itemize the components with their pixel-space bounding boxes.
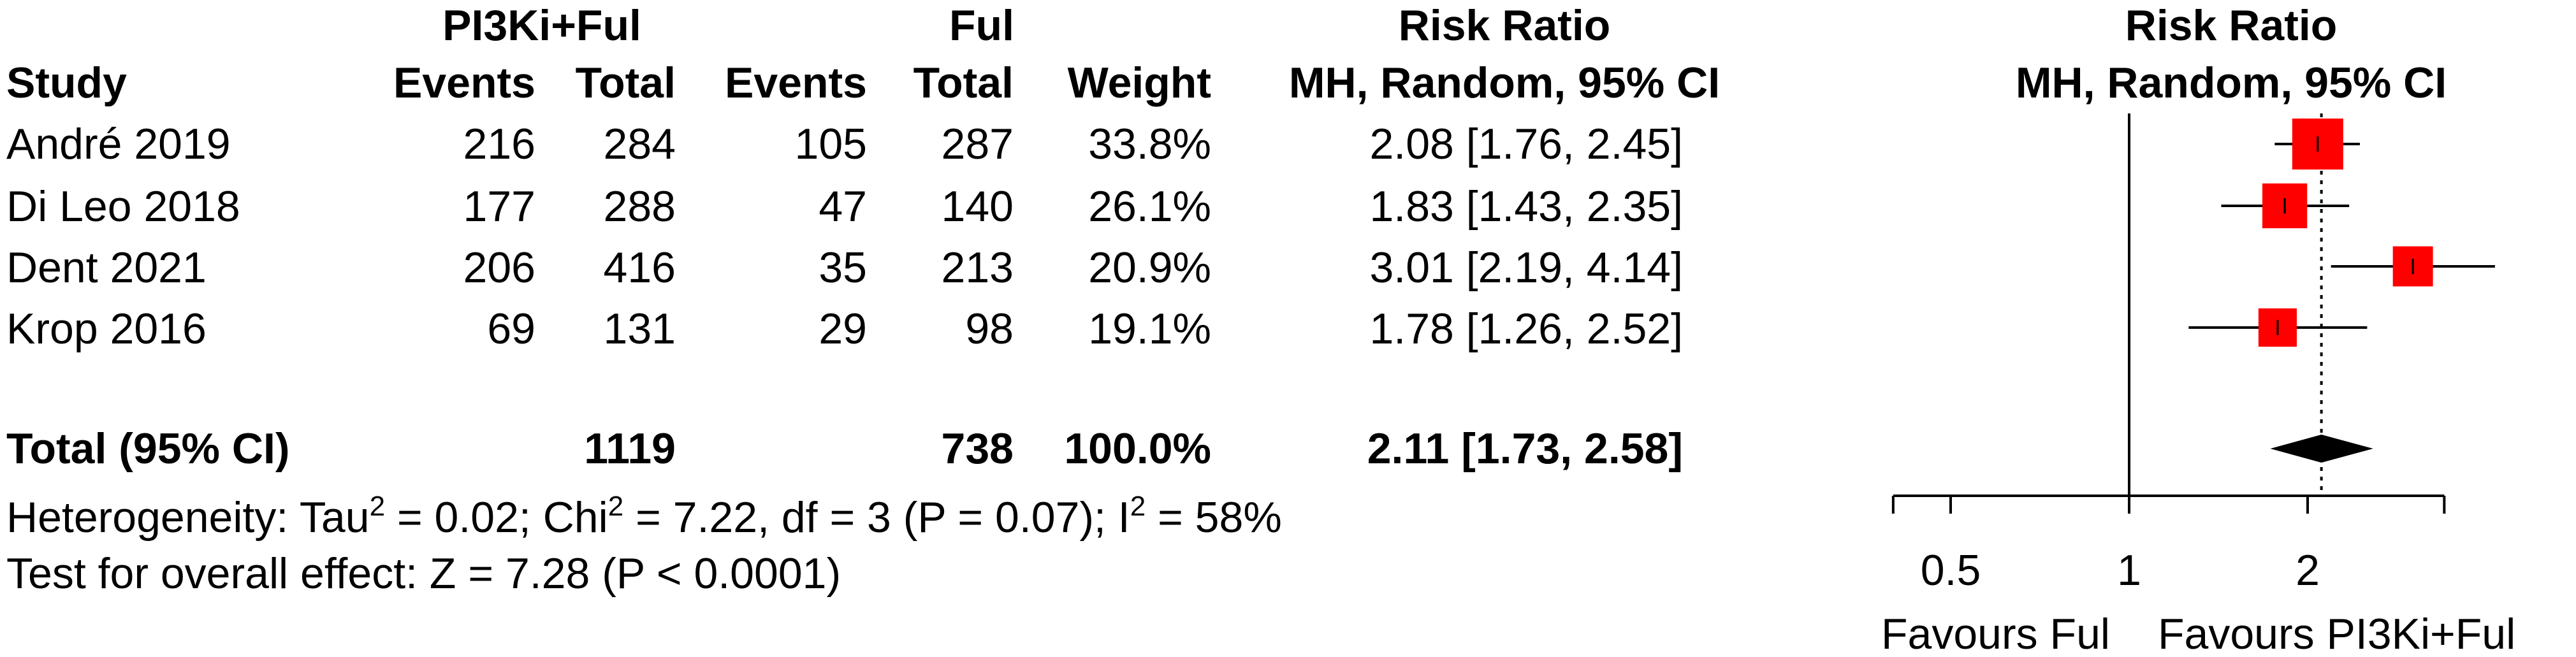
weight-cell: 33.8%	[1088, 120, 1211, 168]
weight-cell: 26.1%	[1088, 182, 1211, 231]
total2-cell: 140	[941, 182, 1014, 231]
total2-sum: 738	[941, 424, 1014, 473]
total-rr-ci: 2.11 [1.73, 2.58]	[1367, 424, 1683, 473]
events1-cell: 206	[463, 243, 535, 292]
total1-sum: 1119	[584, 424, 676, 473]
events1-cell: 177	[463, 182, 535, 231]
events1-cell: 69	[487, 305, 535, 353]
events2-cell: 35	[819, 243, 867, 292]
heterogeneity-text: Heterogeneity: Tau2 = 0.02; Chi2 = 7.22,…	[6, 491, 1282, 542]
total2-cell: 98	[965, 305, 1014, 353]
total1-header: Total	[575, 59, 676, 107]
total2-header: Total	[913, 59, 1014, 107]
events2-cell: 105	[794, 120, 867, 168]
total1-cell: 131	[603, 305, 676, 353]
total1-cell: 284	[603, 120, 676, 168]
total2-cell: 287	[941, 120, 1014, 168]
x-tick-label: 0.5	[1921, 546, 1981, 595]
total1-cell: 416	[603, 243, 676, 292]
events2-header: Events	[725, 59, 867, 107]
events2-cell: 47	[819, 182, 867, 231]
x-tick-label: 1	[2117, 546, 2141, 595]
favours-left-label: Favours Ful	[1881, 610, 2110, 657]
study-header: Study	[6, 59, 127, 107]
group2-header: Ful	[949, 1, 1014, 50]
rr-method-header: MH, Random, 95% CI	[1288, 59, 1721, 107]
plot-title: Risk Ratio	[2125, 1, 2338, 50]
favours-right-label: Favours PI3Ki+Ful	[2158, 610, 2515, 657]
study-name: Dent 2021	[6, 243, 207, 292]
rr-ci-cell: 2.08 [1.76, 2.45]	[1369, 120, 1683, 168]
plot-subtitle: MH, Random, 95% CI	[2015, 59, 2447, 107]
study-name: Krop 2016	[6, 305, 207, 353]
total1-cell: 288	[603, 182, 676, 231]
weight-cell: 19.1%	[1088, 305, 1211, 353]
events2-cell: 29	[819, 305, 867, 353]
rr-ci-cell: 1.78 [1.26, 2.52]	[1369, 305, 1683, 353]
x-tick-label: 2	[2296, 546, 2320, 595]
weight-header: Weight	[1067, 59, 1211, 107]
total-weight: 100.0%	[1064, 424, 1211, 473]
group1-header: PI3Ki+Ful	[442, 1, 641, 50]
events1-cell: 216	[463, 120, 535, 168]
overall-effect-text: Test for overall effect: Z = 7.28 (P < 0…	[6, 549, 841, 598]
pooled-diamond	[2270, 435, 2373, 463]
study-name: André 2019	[6, 120, 231, 168]
rr-ci-cell: 1.83 [1.43, 2.35]	[1369, 182, 1683, 231]
events1-header: Events	[393, 59, 535, 107]
rr-title-header: Risk Ratio	[1398, 1, 1611, 50]
study-name: Di Leo 2018	[6, 182, 240, 231]
total2-cell: 213	[941, 243, 1014, 292]
total-label: Total (95% CI)	[6, 424, 290, 473]
rr-ci-cell: 3.01 [2.19, 4.14]	[1369, 243, 1683, 292]
weight-cell: 20.9%	[1088, 243, 1211, 292]
